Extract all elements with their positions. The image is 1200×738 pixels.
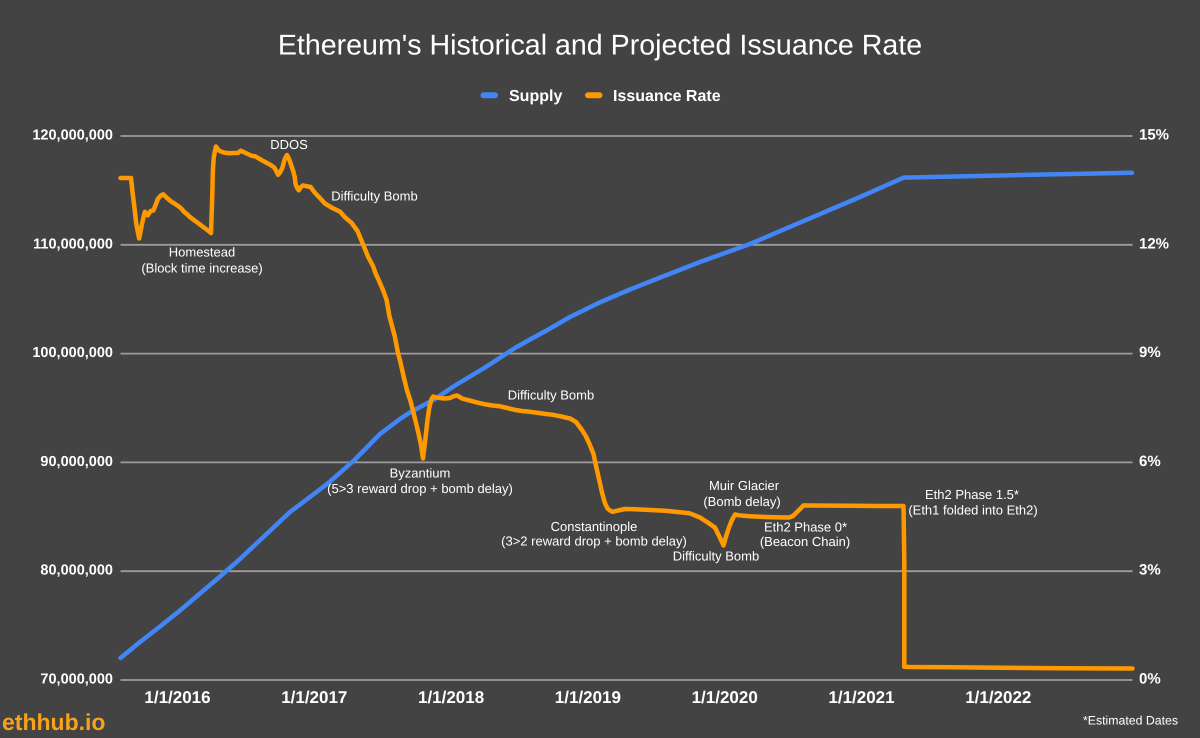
svg-text:1/1/2016: 1/1/2016 <box>144 688 210 707</box>
svg-text:1/1/2022: 1/1/2022 <box>965 688 1031 707</box>
svg-text:(Eth1 folded into Eth2): (Eth1 folded into Eth2) <box>908 503 1037 518</box>
svg-text:Eth2 Phase 1.5*: Eth2 Phase 1.5* <box>925 487 1019 502</box>
svg-text:Constantinople: Constantinople <box>551 519 638 534</box>
svg-text:120,000,000: 120,000,000 <box>32 128 113 144</box>
svg-text:1/1/2019: 1/1/2019 <box>555 688 621 707</box>
svg-text:90,000,000: 90,000,000 <box>40 454 113 470</box>
svg-text:Issuance Rate: Issuance Rate <box>613 88 721 105</box>
svg-text:Difficulty Bomb: Difficulty Bomb <box>673 549 759 564</box>
svg-text:9%: 9% <box>1139 344 1161 361</box>
svg-text:100,000,000: 100,000,000 <box>32 345 113 361</box>
svg-text:3%: 3% <box>1139 562 1161 579</box>
svg-text:110,000,000: 110,000,000 <box>33 236 113 252</box>
svg-text:ethhub.io: ethhub.io <box>2 709 105 735</box>
svg-text:Homestead: Homestead <box>169 245 235 260</box>
svg-text:(3>2 reward drop + bomb delay): (3>2 reward drop + bomb delay) <box>501 534 687 549</box>
svg-text:Supply: Supply <box>509 88 562 105</box>
svg-text:Muir Glacier: Muir Glacier <box>709 478 780 493</box>
svg-text:(Beacon Chain): (Beacon Chain) <box>760 534 850 549</box>
svg-text:(Bomb delay): (Bomb delay) <box>703 494 780 509</box>
svg-text:1/1/2021: 1/1/2021 <box>828 688 894 707</box>
svg-text:1/1/2017: 1/1/2017 <box>281 688 347 707</box>
svg-text:DDOS: DDOS <box>270 137 308 152</box>
svg-text:(5>3 reward drop + bomb delay): (5>3 reward drop + bomb delay) <box>327 481 513 496</box>
svg-text:80,000,000: 80,000,000 <box>40 563 113 579</box>
svg-text:Eth2 Phase 0*: Eth2 Phase 0* <box>764 520 847 535</box>
svg-text:6%: 6% <box>1139 453 1161 470</box>
svg-text:*Estimated Dates: *Estimated Dates <box>1083 714 1178 728</box>
svg-text:1/1/2018: 1/1/2018 <box>418 688 484 707</box>
svg-text:Difficulty Bomb: Difficulty Bomb <box>508 388 594 403</box>
svg-text:(Block time increase): (Block time increase) <box>141 261 262 276</box>
svg-text:Byzantium: Byzantium <box>390 466 451 481</box>
svg-text:70,000,000: 70,000,000 <box>40 672 113 688</box>
svg-text:12%: 12% <box>1139 235 1169 252</box>
svg-text:15%: 15% <box>1139 127 1169 144</box>
svg-text:0%: 0% <box>1139 671 1161 688</box>
svg-text:1/1/2020: 1/1/2020 <box>692 688 758 707</box>
svg-text:Difficulty Bomb: Difficulty Bomb <box>331 189 417 204</box>
svg-text:Ethereum's Historical and Proj: Ethereum's Historical and Projected Issu… <box>278 30 922 62</box>
